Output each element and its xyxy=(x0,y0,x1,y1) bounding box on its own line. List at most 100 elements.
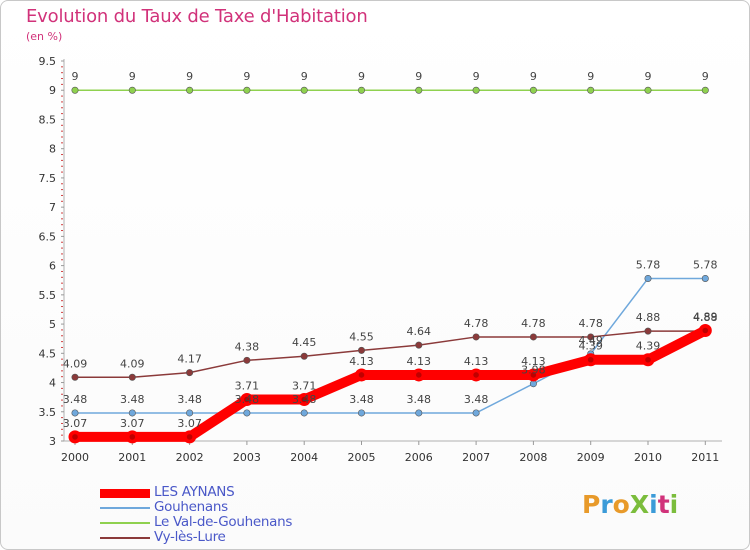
legend-swatch xyxy=(100,522,150,524)
data-label-vy-les-lure: 4.09 xyxy=(63,357,88,370)
data-point-vy-les-lure xyxy=(300,352,308,360)
data-point-core-les-aynans xyxy=(587,356,594,363)
y-tick-label: 8.5 xyxy=(39,113,57,126)
data-label-le-val-de-gouhenans: 9 xyxy=(702,70,709,83)
data-point-le-val-de-gouhenans xyxy=(701,86,709,94)
x-tick-label: 2003 xyxy=(233,451,261,464)
y-tick-label: 9 xyxy=(49,84,56,97)
data-point-vy-les-lure xyxy=(243,356,251,364)
data-point-gouhenans xyxy=(300,409,308,417)
data-label-les-aynans: 4.39 xyxy=(578,340,603,353)
data-label-vy-les-lure: 4.88 xyxy=(693,311,718,324)
data-point-core-les-aynans xyxy=(416,372,422,378)
data-label-gouhenans: 3.48 xyxy=(349,393,374,406)
y-tick-label: 4 xyxy=(49,377,56,390)
data-label-les-aynans: 3.71 xyxy=(235,379,260,392)
data-label-vy-les-lure: 4.88 xyxy=(636,311,661,324)
data-point-le-val-de-gouhenans xyxy=(71,86,79,94)
data-point-core-les-aynans xyxy=(129,434,136,440)
legend-swatch xyxy=(100,507,150,509)
data-label-les-aynans: 3.07 xyxy=(120,417,145,430)
data-label-le-val-de-gouhenans: 9 xyxy=(587,70,594,83)
data-label-vy-les-lure: 4.45 xyxy=(292,336,317,349)
chart-title: Evolution du Taux de Taxe d'Habitation xyxy=(26,6,368,27)
data-label-vy-les-lure: 4.64 xyxy=(407,325,432,338)
data-point-le-val-de-gouhenans xyxy=(357,86,365,94)
data-point-le-val-de-gouhenans xyxy=(472,86,480,94)
series-layer xyxy=(68,86,712,444)
data-label-le-val-de-gouhenans: 9 xyxy=(72,70,79,83)
data-point-vy-les-lure xyxy=(71,373,79,381)
data-point-core-les-aynans xyxy=(702,327,709,334)
data-label-le-val-de-gouhenans: 9 xyxy=(243,70,250,83)
x-tick-label: 2010 xyxy=(634,451,662,464)
data-label-les-aynans: 3.71 xyxy=(292,379,317,392)
data-point-le-val-de-gouhenans xyxy=(415,86,423,94)
data-label-vy-les-lure: 4.78 xyxy=(578,317,603,330)
data-point-le-val-de-gouhenans xyxy=(186,86,194,94)
x-tick-label: 2004 xyxy=(290,451,318,464)
logo-letter: P xyxy=(582,490,601,519)
data-point-vy-les-lure xyxy=(415,341,423,349)
data-label-le-val-de-gouhenans: 9 xyxy=(301,70,308,83)
legend-label: Gouhenans xyxy=(154,499,228,515)
logo-letter: i xyxy=(669,490,679,519)
series-line-les-aynans xyxy=(70,325,711,442)
data-label-vy-les-lure: 4.17 xyxy=(177,353,202,366)
data-label-gouhenans: 3.48 xyxy=(235,393,260,406)
data-point-vy-les-lure xyxy=(357,346,365,354)
proxiti-logo: ProXiti xyxy=(582,490,678,519)
x-tick-label: 2001 xyxy=(118,451,146,464)
logo-letter: o xyxy=(612,490,630,519)
data-point-core-les-aynans xyxy=(645,356,651,363)
data-point-le-val-de-gouhenans xyxy=(243,86,251,94)
data-label-le-val-de-gouhenans: 9 xyxy=(186,70,193,83)
data-label-les-aynans: 3.07 xyxy=(177,417,202,430)
data-label-gouhenans: 3.48 xyxy=(120,393,145,406)
data-point-gouhenans xyxy=(415,409,423,417)
x-tick-label: 2009 xyxy=(577,451,605,464)
data-label-le-val-de-gouhenans: 9 xyxy=(530,70,537,83)
legend-swatch xyxy=(100,537,150,539)
data-point-vy-les-lure xyxy=(128,373,136,381)
chart-unit-label: (en %) xyxy=(26,30,63,43)
data-point-gouhenans xyxy=(529,380,537,388)
data-label-les-aynans: 4.13 xyxy=(521,355,546,368)
logo-letter: t xyxy=(657,490,670,519)
data-label-vy-les-lure: 4.38 xyxy=(235,340,260,353)
data-label-les-aynans: 4.39 xyxy=(636,340,661,353)
data-point-core-les-aynans xyxy=(244,396,250,403)
data-label-le-val-de-gouhenans: 9 xyxy=(358,70,365,83)
y-tick-label: 7.5 xyxy=(39,172,57,185)
data-label-les-aynans: 4.89 xyxy=(693,311,718,324)
data-label-les-aynans: 4.13 xyxy=(464,355,489,368)
y-tick-label: 5.5 xyxy=(39,289,57,302)
x-tick-label: 2002 xyxy=(176,451,204,464)
data-point-core-les-aynans xyxy=(358,372,365,378)
data-label-gouhenans: 3.48 xyxy=(63,393,88,406)
data-label-les-aynans: 3.07 xyxy=(63,417,88,430)
data-label-gouhenans: 3.48 xyxy=(407,393,432,406)
y-tick-label: 6 xyxy=(49,260,56,273)
series-line-vy-les-lure xyxy=(74,330,707,379)
data-label-gouhenans: 3.48 xyxy=(464,393,489,406)
data-label-gouhenans: 3.98 xyxy=(521,364,546,377)
x-tick-label: 2008 xyxy=(519,451,547,464)
data-label-vy-les-lure: 4.55 xyxy=(349,330,374,343)
data-point-gouhenans xyxy=(186,409,194,417)
y-tick-label: 7 xyxy=(49,201,56,214)
data-point-vy-les-lure xyxy=(472,333,480,341)
legend-label: Le Val-de-Gouhenans xyxy=(154,514,293,530)
data-point-gouhenans xyxy=(71,409,79,417)
data-point-gouhenans xyxy=(701,274,709,282)
legend-label: Vy-lès-Lure xyxy=(154,529,226,545)
logo-letter: r xyxy=(600,490,613,519)
y-tick-label: 4.5 xyxy=(39,347,57,360)
data-point-le-val-de-gouhenans xyxy=(128,86,136,94)
data-label-vy-les-lure: 4.09 xyxy=(120,357,145,370)
data-label-le-val-de-gouhenans: 9 xyxy=(473,70,480,83)
data-point-gouhenans xyxy=(243,409,251,417)
